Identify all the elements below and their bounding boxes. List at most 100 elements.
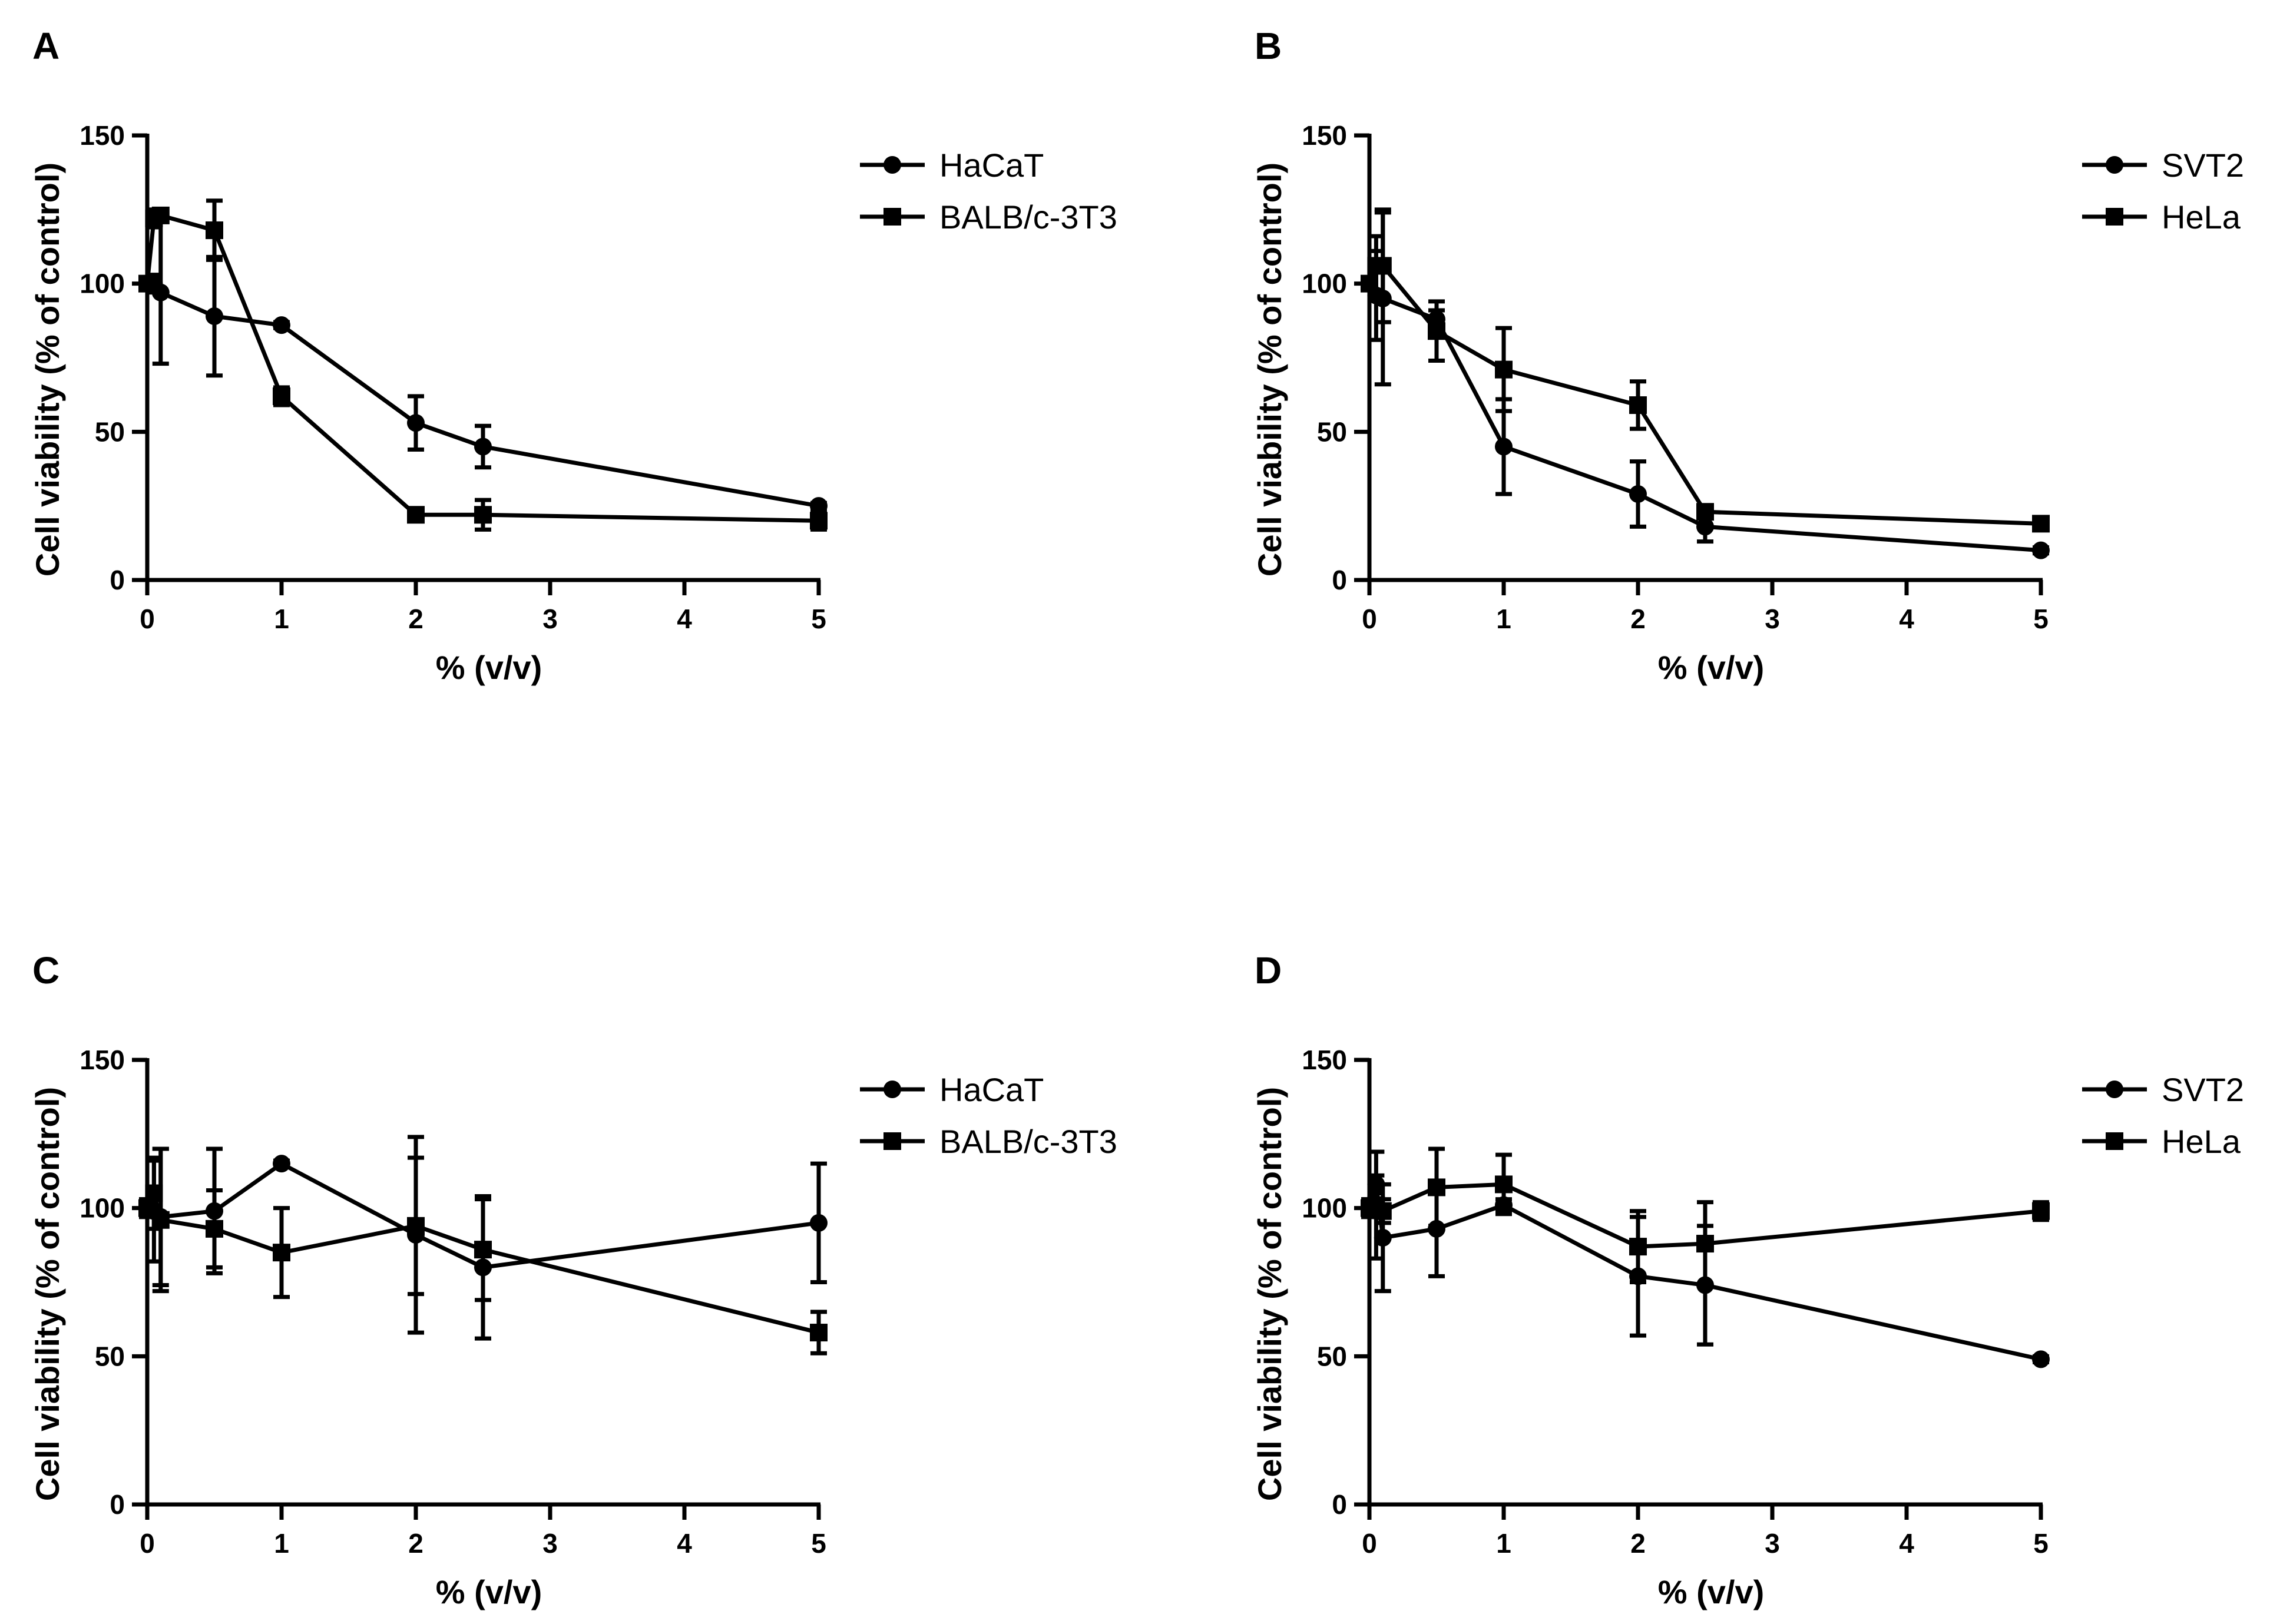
y-tick-label: 0: [110, 1489, 125, 1520]
y-tick-label: 50: [95, 1341, 125, 1371]
data-point: [273, 387, 290, 405]
legend-label: SVT2: [2162, 1071, 2244, 1108]
y-tick-label: 150: [1302, 120, 1347, 151]
x-tick-label: 5: [811, 604, 826, 634]
x-tick-label: 4: [1899, 1528, 1914, 1559]
legend-marker: [883, 1081, 901, 1098]
legend-label: BALB/c-3T3: [939, 1123, 1117, 1160]
x-tick-label: 3: [1765, 1528, 1780, 1559]
y-tick-label: 150: [80, 120, 125, 151]
data-point: [151, 1211, 170, 1229]
y-tick-label: 100: [1302, 269, 1347, 299]
panel-letter: B: [1255, 25, 1282, 67]
y-tick-label: 100: [1302, 1193, 1347, 1224]
legend-marker: [2106, 1132, 2123, 1150]
y-axis-label: Cell viability (% of control): [29, 1087, 66, 1501]
data-point: [407, 1217, 425, 1235]
series-hela: [1361, 207, 2050, 533]
series-line: [145, 213, 819, 523]
data-point: [1696, 1235, 1714, 1253]
y-tick-label: 0: [1332, 565, 1347, 595]
legend-marker: [2106, 156, 2123, 174]
x-tick-label: 0: [1362, 604, 1377, 634]
legend-entry: HaCaT: [860, 1071, 1044, 1108]
x-tick-label: 3: [542, 1528, 558, 1559]
panel-letter: D: [1255, 949, 1282, 992]
legend-label: HeLa: [2162, 198, 2241, 236]
y-tick-label: 100: [80, 269, 125, 299]
data-point: [273, 316, 290, 334]
y-tick-label: 50: [1317, 416, 1347, 447]
y-tick-label: 50: [1317, 1341, 1347, 1371]
x-axis-label: % (v/v): [1658, 649, 1765, 686]
data-point: [1374, 1202, 1392, 1220]
legend-entry: HeLa: [2082, 198, 2241, 236]
legend-label: BALB/c-3T3: [939, 198, 1117, 236]
data-point: [810, 1214, 828, 1232]
data-point: [206, 1219, 223, 1238]
x-tick-label: 2: [408, 604, 423, 634]
series-line: [1367, 263, 2041, 526]
x-tick-label: 0: [1362, 1528, 1377, 1559]
legend-entry: BALB/c-3T3: [860, 198, 1117, 236]
x-axis-label: % (v/v): [436, 649, 542, 686]
x-tick-label: 1: [1496, 1528, 1511, 1559]
legend-marker: [883, 156, 901, 174]
data-point: [474, 506, 492, 524]
data-point: [1495, 360, 1513, 379]
x-axis-label: % (v/v): [1658, 1573, 1765, 1610]
x-tick-label: 4: [677, 1528, 692, 1559]
legend-marker: [883, 208, 901, 226]
panel-letter: C: [32, 949, 59, 992]
y-axis-label: Cell viability (% of control): [29, 163, 66, 576]
chart-panel-d: D 0 50 100 150 0 1 2 3 4 5 % (v/v) Cell viability (%…: [1251, 949, 2244, 1610]
x-tick-label: 0: [140, 1528, 155, 1559]
legend-entry: SVT2: [2082, 1071, 2244, 1108]
y-tick-label: 150: [1302, 1045, 1347, 1075]
series-balb-c-3t3: [138, 1146, 828, 1355]
data-point: [1374, 1229, 1392, 1247]
x-tick-label: 1: [1496, 604, 1511, 634]
legend-label: SVT2: [2162, 147, 2244, 184]
data-point: [407, 414, 425, 432]
y-tick-label: 100: [80, 1193, 125, 1224]
data-point: [1495, 438, 1513, 456]
data-point: [1629, 396, 1647, 415]
data-point: [474, 1241, 492, 1259]
y-tick-label: 0: [1332, 1489, 1347, 1520]
data-point: [273, 1244, 290, 1262]
x-tick-label: 2: [1630, 604, 1646, 634]
x-tick-label: 2: [408, 1528, 423, 1559]
legend-marker: [883, 1132, 901, 1150]
legend-label: HeLa: [2162, 1123, 2241, 1160]
panel-letter: A: [32, 25, 59, 67]
data-point: [1428, 1178, 1445, 1197]
x-tick-label: 3: [542, 604, 558, 634]
data-point: [1629, 485, 1647, 503]
x-tick-label: 2: [1630, 1528, 1646, 1559]
x-tick-label: 4: [1899, 604, 1914, 634]
legend-label: HaCaT: [939, 147, 1044, 184]
legend-entry: BALB/c-3T3: [860, 1123, 1117, 1160]
data-point: [1361, 274, 1378, 293]
data-point: [2032, 1350, 2050, 1368]
series-hacat: [138, 219, 828, 515]
legend-marker: [2106, 208, 2123, 226]
data-point: [1696, 503, 1714, 521]
x-tick-label: 5: [2033, 604, 2049, 634]
data-point: [407, 506, 425, 524]
data-point: [2032, 515, 2050, 533]
x-tick-label: 4: [677, 604, 692, 634]
series-hela: [1361, 1146, 2050, 1288]
data-point: [474, 438, 492, 456]
chart-panel-a: A 0 50 100 150 0 1 2 3 4 5 % (v/v) Cell viability (%…: [29, 25, 1117, 686]
data-point: [151, 206, 170, 224]
x-tick-label: 0: [140, 604, 155, 634]
legend-label: HaCaT: [939, 1071, 1044, 1108]
data-point: [1495, 1175, 1513, 1194]
series-balb-c-3t3: [138, 198, 828, 532]
legend-entry: HeLa: [2082, 1123, 2241, 1160]
y-tick-label: 150: [80, 1045, 125, 1075]
x-tick-label: 1: [274, 604, 289, 634]
